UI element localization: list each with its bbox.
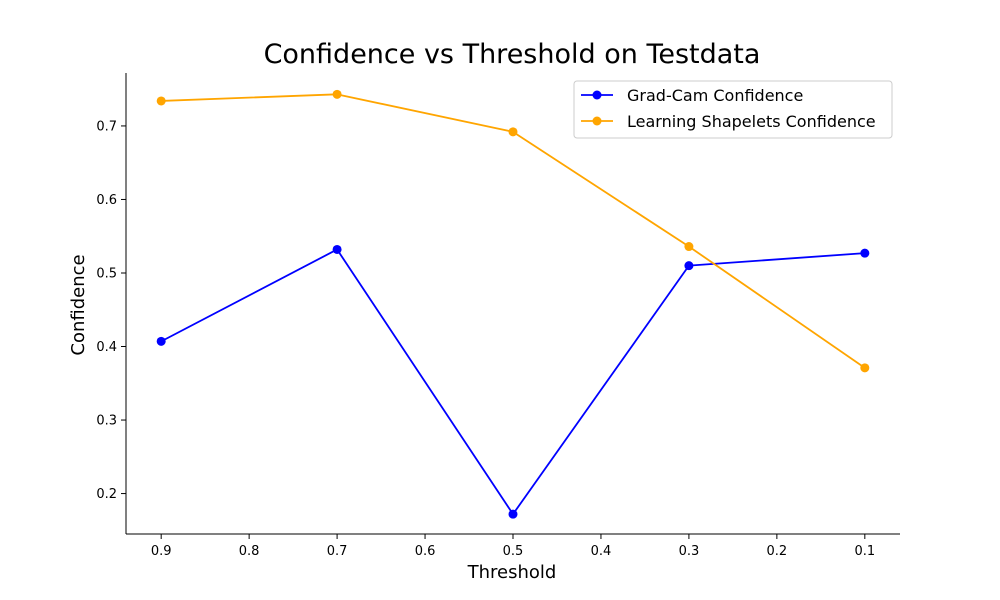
data-point bbox=[156, 96, 166, 106]
x-axis-ticks: 0.9 0.8 0.7 0.6 0.5 0.4 0.3 0.2 0.1 bbox=[151, 534, 875, 559]
series-1 bbox=[156, 244, 870, 519]
chart-title: Confidence vs Threshold on Testdata bbox=[264, 39, 761, 70]
y-tick-label: 0.2 bbox=[96, 487, 117, 502]
y-tick-label: 0.3 bbox=[96, 414, 117, 429]
legend-frame bbox=[573, 80, 893, 139]
x-tick-label: 0.1 bbox=[854, 544, 875, 559]
data-point bbox=[332, 89, 342, 99]
data-point bbox=[684, 242, 694, 252]
legend-label: Learning Shapelets Confidence bbox=[627, 112, 876, 131]
x-tick-label: 0.2 bbox=[767, 544, 788, 559]
x-tick-label: 0.9 bbox=[151, 544, 172, 559]
y-tick-label: 0.7 bbox=[96, 119, 117, 134]
legend: Grad-Cam Confidence Learning Shapelets Co… bbox=[573, 80, 893, 139]
y-axis-ticks: 0.2 0.3 0.4 0.5 0.6 0.7 bbox=[96, 119, 126, 502]
y-axis-label: Confidence bbox=[68, 254, 89, 355]
data-point bbox=[508, 127, 518, 137]
series-layer bbox=[156, 89, 870, 519]
data-point bbox=[684, 261, 694, 271]
x-tick-label: 0.6 bbox=[415, 544, 436, 559]
y-tick-label: 0.6 bbox=[96, 193, 117, 208]
series-line bbox=[160, 248, 865, 516]
legend-marker bbox=[592, 116, 602, 126]
x-tick-label: 0.5 bbox=[503, 544, 524, 559]
x-tick-label: 0.3 bbox=[679, 544, 700, 559]
data-point bbox=[332, 244, 342, 254]
data-point bbox=[156, 336, 166, 346]
legend-marker bbox=[592, 90, 602, 100]
legend-label: Grad-Cam Confidence bbox=[627, 86, 803, 105]
x-tick-label: 0.4 bbox=[591, 544, 612, 559]
data-point bbox=[860, 248, 870, 258]
data-point bbox=[860, 363, 870, 373]
x-axis-label: Threshold bbox=[467, 562, 557, 583]
x-tick-label: 0.8 bbox=[239, 544, 260, 559]
y-tick-label: 0.5 bbox=[96, 266, 117, 281]
series-2 bbox=[156, 89, 870, 373]
axes bbox=[125, 73, 900, 535]
x-tick-label: 0.7 bbox=[327, 544, 348, 559]
y-tick-label: 0.4 bbox=[96, 340, 117, 355]
data-point bbox=[508, 509, 518, 519]
